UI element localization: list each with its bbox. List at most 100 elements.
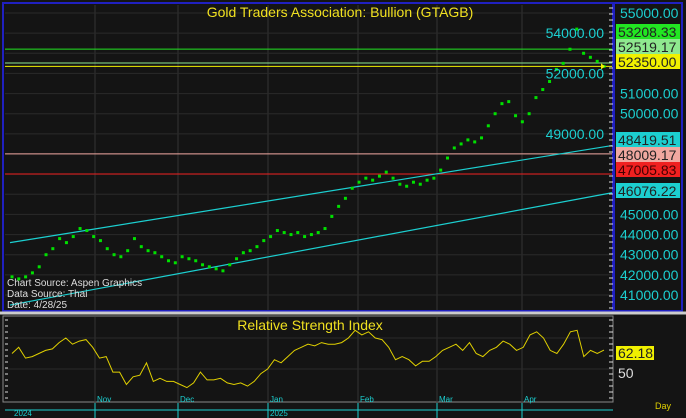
price-tick-label: 55000.00 [620, 5, 679, 21]
price-point [398, 182, 402, 186]
price-point [500, 102, 504, 106]
price-point [24, 275, 28, 279]
price-point [473, 140, 477, 144]
price-point [357, 180, 361, 184]
price-point [330, 214, 334, 218]
price-point [275, 229, 279, 233]
chart-title: Gold Traders Association: Bullion (GTAGB… [207, 4, 474, 20]
price-point [459, 142, 463, 146]
trendline [9, 144, 613, 244]
level-label-bg [616, 162, 680, 177]
price-point [78, 227, 82, 231]
price-point [541, 88, 545, 92]
price-point [568, 47, 572, 51]
rsi-line [11, 329, 605, 389]
price-point [411, 180, 415, 184]
price-tick-label: 52000.00 [546, 65, 605, 81]
price-point [269, 235, 273, 239]
level-label: 52350.00 [618, 54, 677, 70]
rsi-title: Relative Strength Index [237, 317, 383, 333]
price-tick-label: 41000.00 [620, 287, 679, 303]
price-point [37, 265, 41, 269]
price-point [575, 27, 579, 31]
price-point [71, 235, 75, 239]
price-point [98, 239, 102, 243]
price-point [221, 269, 225, 273]
price-point [520, 120, 524, 124]
price-point [92, 235, 96, 239]
price-point [85, 229, 89, 233]
price-tick-label: 44000.00 [620, 227, 679, 243]
price-point [262, 239, 266, 243]
month-label-Jan: Jan [270, 395, 283, 404]
chart-source: Chart Source: Aspen Graphics [7, 278, 142, 289]
price-point [452, 146, 456, 150]
price-point [534, 96, 538, 100]
price-point [201, 263, 205, 267]
price-tick-label: 54000.00 [546, 25, 605, 41]
month-label-Feb: Feb [360, 395, 374, 404]
price-point [554, 67, 558, 71]
last-price-arrow [601, 63, 605, 70]
price-point [445, 156, 449, 160]
price-point [17, 277, 21, 281]
price-point [466, 138, 470, 142]
price-point [343, 196, 347, 200]
year-label: 2024 [14, 409, 32, 418]
price-point [439, 168, 443, 172]
price-point [187, 257, 191, 261]
price-point [30, 271, 34, 275]
month-label-Dec: Dec [180, 395, 194, 404]
level-label-bg [616, 147, 680, 162]
price-point [514, 114, 518, 118]
price-tick-label: 50000.00 [620, 106, 679, 122]
level-label-bg [616, 24, 680, 39]
level-label-bg [616, 39, 680, 54]
price-point [64, 241, 68, 245]
trendline-label-bg [616, 132, 680, 147]
price-point [44, 253, 48, 257]
price-point [527, 112, 531, 116]
price-point [139, 245, 143, 249]
level-label: 48009.17 [618, 147, 677, 163]
price-point [248, 249, 252, 253]
price-point [296, 231, 300, 235]
price-point [180, 255, 184, 259]
level-label-bg [616, 54, 680, 69]
year-label: 2025 [270, 409, 288, 418]
price-point [548, 79, 552, 83]
rsi-value-bg [616, 346, 654, 360]
price-point [405, 184, 409, 188]
price-point [132, 237, 136, 241]
price-point [507, 100, 511, 104]
price-point [588, 55, 592, 59]
price-point [418, 182, 422, 186]
price-point [10, 275, 14, 279]
price-point [214, 267, 218, 271]
price-point [371, 178, 375, 182]
price-point [432, 176, 436, 180]
level-label: 47005.83 [618, 162, 677, 178]
price-point [105, 247, 109, 251]
price-tick-label: 49000.00 [546, 126, 605, 142]
price-tick-label: 42000.00 [620, 267, 679, 283]
trendline-label: 46076.22 [618, 183, 677, 199]
price-point [119, 255, 123, 259]
rsi-tick-50: 50 [618, 365, 634, 381]
price-point [323, 227, 327, 231]
rsi-panel-border [2, 315, 614, 403]
price-point [173, 261, 177, 265]
month-label-Apr: Apr [524, 395, 537, 404]
price-point [126, 249, 130, 253]
trendline [9, 192, 613, 306]
price-point [153, 251, 157, 255]
price-point [255, 245, 259, 249]
price-point [486, 124, 490, 128]
price-tick-label: 43000.00 [620, 247, 679, 263]
price-tick-label: 45000.00 [620, 206, 679, 222]
level-label: 52519.17 [618, 39, 677, 55]
price-point [480, 136, 484, 140]
level-label: 53208.33 [618, 24, 677, 40]
